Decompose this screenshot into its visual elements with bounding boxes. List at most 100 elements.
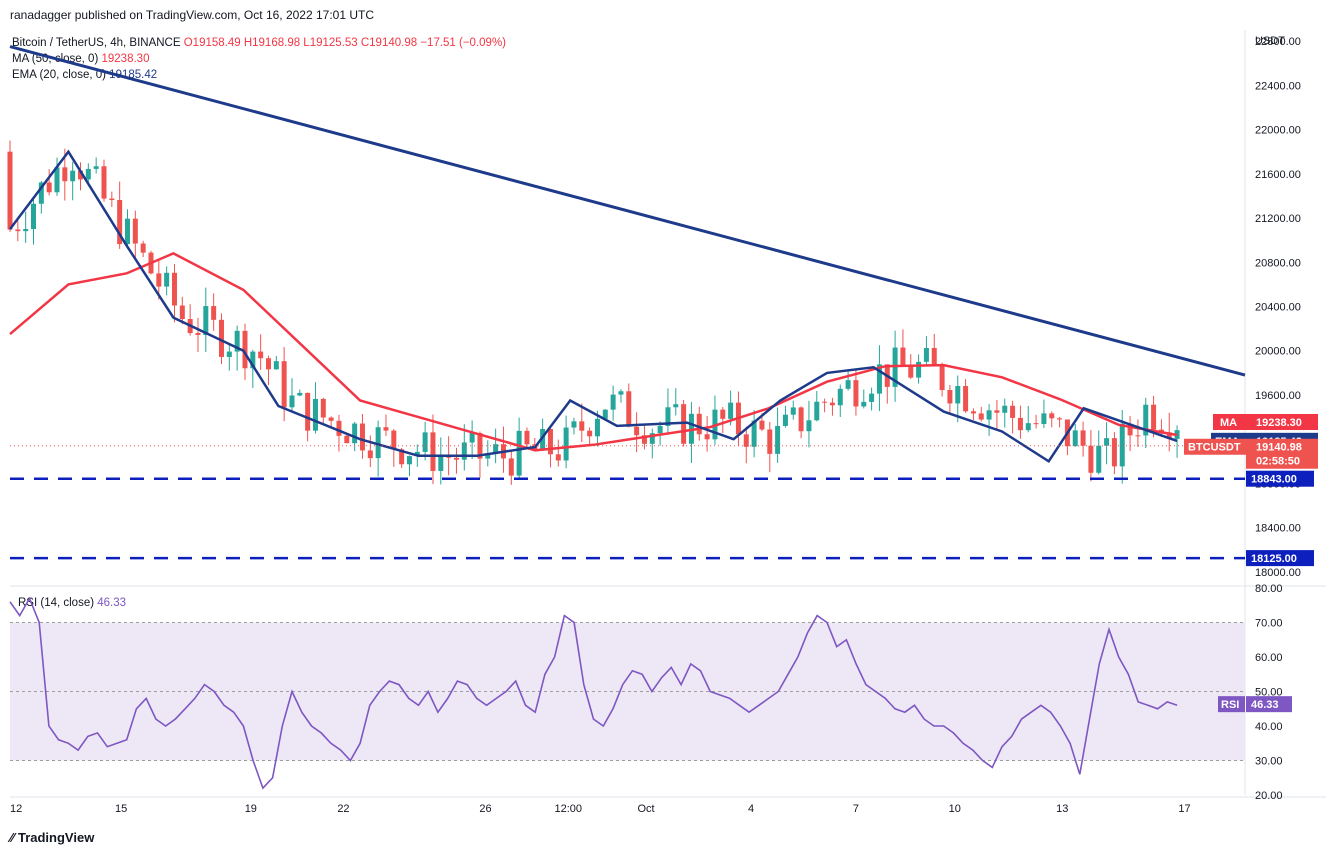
candle-body	[970, 411, 976, 414]
candle-body	[563, 427, 569, 461]
currency-label: USDT	[1255, 35, 1285, 47]
candle-body	[986, 410, 992, 420]
candle-body	[626, 391, 632, 427]
candle-body	[594, 418, 600, 437]
candle-body	[250, 351, 256, 369]
ema-line	[9, 149, 1178, 464]
candle-body	[23, 229, 29, 232]
time-tick-label: 7	[853, 803, 859, 815]
candle-body	[728, 402, 734, 419]
candle-body	[289, 395, 295, 408]
time-tick-label: 15	[115, 803, 127, 815]
candle-body	[978, 413, 984, 420]
support-label: 18125.00	[1251, 553, 1297, 565]
candle-body	[477, 433, 483, 459]
candle-body	[93, 166, 99, 169]
time-tick-label: 26	[479, 803, 491, 815]
candle-body	[265, 358, 271, 370]
candle-body	[649, 433, 655, 444]
price-tick-label: 21200.00	[1255, 213, 1301, 225]
price-tick-label: 19600.00	[1255, 390, 1301, 402]
candle-body	[493, 444, 499, 454]
candle-body	[171, 272, 177, 306]
candle-body	[156, 273, 162, 287]
legend-row-symbol: Bitcoin / TetherUS, 4h, BINANCE O19158.4…	[12, 35, 506, 51]
candle-body	[923, 347, 929, 362]
ema-label[interactable]: EMA (20, close, 0)	[12, 69, 106, 81]
candle-body	[743, 434, 749, 447]
candle-body	[297, 392, 303, 396]
candle-body	[696, 413, 702, 435]
candle-body	[822, 401, 828, 403]
candle-body	[406, 456, 412, 465]
candle-body	[939, 365, 945, 391]
candle-body	[320, 398, 326, 418]
candle-body	[461, 442, 467, 460]
candle-body	[524, 430, 530, 445]
tradingview-logo: ⁄⁄ TradingView	[10, 830, 95, 845]
candle-body	[38, 182, 44, 204]
candle-body	[30, 203, 36, 230]
rsi-tick-label: 20.00	[1255, 790, 1283, 802]
time-tick-label: 19	[245, 803, 257, 815]
candle-body	[469, 433, 475, 443]
candle-body	[132, 218, 138, 244]
candle-body	[101, 166, 107, 199]
candle-body	[258, 351, 264, 359]
candle-body	[281, 361, 287, 408]
candle-body	[1143, 404, 1149, 436]
rsi-tick-label: 60.00	[1255, 652, 1283, 664]
candle-body	[336, 420, 342, 436]
symbol-label[interactable]: Bitcoin / TetherUS, 4h, BINANCE	[12, 37, 181, 49]
candle-body	[344, 435, 350, 444]
rsi-tag: RSI	[1221, 699, 1239, 711]
candle-body	[124, 218, 130, 245]
candle-body	[704, 434, 710, 440]
candle-body	[931, 347, 937, 366]
price-tick-label: 20400.00	[1255, 302, 1301, 314]
candle-body	[234, 330, 240, 352]
candle-body	[806, 420, 812, 432]
candle-body	[1119, 423, 1125, 467]
symbol-tag: BTCUSDT	[1188, 442, 1241, 454]
candle-body	[571, 421, 577, 428]
candle-body	[751, 420, 757, 447]
candle-body	[414, 451, 420, 457]
rsi-tick-label: 30.00	[1255, 756, 1283, 768]
candle-body	[602, 409, 608, 419]
candle-body	[963, 386, 969, 412]
candle-body	[352, 423, 358, 444]
candle-body	[1072, 430, 1078, 447]
ma-line	[9, 252, 1178, 452]
rsi-label[interactable]: RSI (14, close)	[18, 597, 95, 609]
candle-body	[117, 199, 123, 245]
candle-body	[1033, 423, 1039, 425]
candle-body	[77, 170, 83, 180]
price-tick-label: 18000.00	[1255, 567, 1301, 579]
ohlc-values: O19158.49 H19168.98 L19125.53 C19140.98 …	[183, 37, 506, 49]
candle-body	[359, 423, 365, 451]
candle-body	[179, 305, 185, 320]
candle-body	[54, 167, 60, 193]
rsi-legend: RSI (14, close) 46.33	[18, 597, 126, 609]
rsi-tick-label: 70.00	[1255, 618, 1283, 630]
candle-body	[508, 458, 514, 476]
descending-trendline	[9, 45, 1246, 377]
candle-body	[1104, 438, 1110, 446]
candle-body	[908, 366, 914, 378]
candle-body	[226, 351, 232, 357]
candle-body	[790, 407, 796, 415]
candle-body	[195, 333, 201, 335]
support-label-bg	[1246, 470, 1314, 487]
rsi-tick-label: 80.00	[1255, 583, 1283, 595]
candle-body	[618, 391, 624, 395]
support-label-bg	[1246, 550, 1314, 567]
candle-body	[759, 420, 765, 430]
rsi-band	[10, 622, 1245, 761]
candle-body	[383, 427, 389, 431]
candle-body	[7, 151, 13, 230]
candle-body	[438, 455, 444, 471]
candle-body	[641, 435, 647, 444]
candle-body	[955, 386, 961, 404]
